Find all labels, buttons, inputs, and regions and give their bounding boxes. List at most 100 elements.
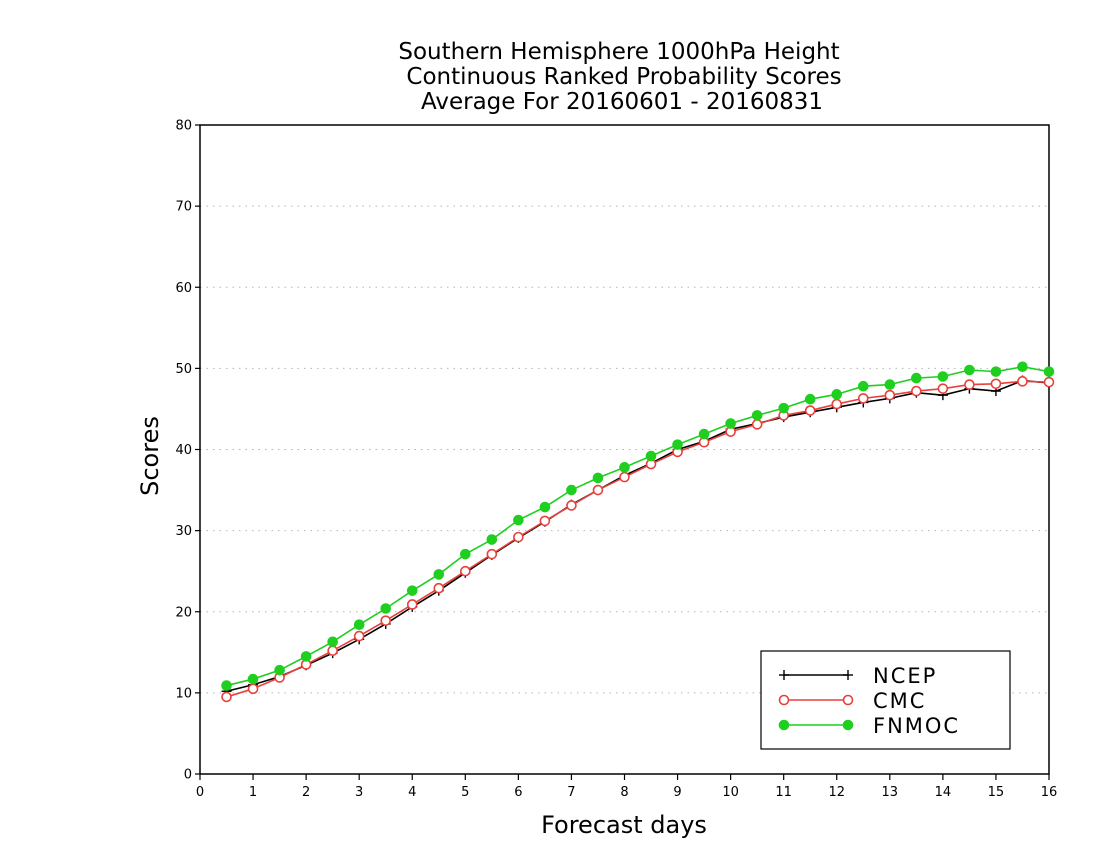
cmc-point xyxy=(804,405,816,416)
cmc-point xyxy=(592,484,604,496)
x-tick-label: 4 xyxy=(408,785,416,800)
cmc-point xyxy=(937,383,949,394)
cmc-point xyxy=(247,683,259,695)
chart-date-range: Average For 20160601 - 20160831 xyxy=(421,89,823,115)
fnmoc-point xyxy=(513,514,524,526)
cmc-point xyxy=(1017,376,1028,387)
cmc-point xyxy=(911,385,922,397)
fnmoc-point xyxy=(433,569,445,580)
legend-marker xyxy=(842,694,854,706)
y-tick-label: 80 xyxy=(175,119,192,134)
y-tick-label: 20 xyxy=(175,605,192,620)
y-tick-label: 40 xyxy=(175,443,192,458)
fnmoc-point xyxy=(672,439,683,450)
x-tick-label: 5 xyxy=(461,785,469,800)
y-tick-label: 30 xyxy=(175,524,192,539)
x-tick-label: 1 xyxy=(249,785,257,800)
cmc-point xyxy=(990,378,1002,390)
fnmoc-point xyxy=(406,585,418,596)
cmc-point xyxy=(380,615,392,626)
cmc-point xyxy=(486,548,498,560)
x-tick-label: 12 xyxy=(828,785,845,800)
fnmoc-point xyxy=(619,462,630,473)
cmc-point xyxy=(619,471,630,483)
cmc-point xyxy=(539,515,551,527)
series-cmc xyxy=(221,376,1055,703)
x-tick-label: 10 xyxy=(722,785,739,800)
y-axis-title: Scores xyxy=(136,416,164,496)
cmc-point xyxy=(353,630,365,642)
fnmoc-point xyxy=(911,372,922,384)
y-tick-label: 60 xyxy=(175,281,192,296)
x-tick-label: 14 xyxy=(935,785,952,800)
series-ncep xyxy=(221,375,1054,697)
cmc-point xyxy=(964,379,975,390)
fnmoc-point xyxy=(353,619,365,631)
fnmoc-point xyxy=(857,380,869,392)
x-tick-label: 7 xyxy=(567,785,575,800)
fnmoc-point xyxy=(645,450,657,462)
y-tick-label: 10 xyxy=(175,686,192,701)
cmc-point xyxy=(513,531,524,543)
chart-subtitle: Continuous Ranked Probability Scores xyxy=(406,64,841,90)
fnmoc-point xyxy=(539,501,551,513)
series-fnmoc xyxy=(221,361,1055,691)
legend-label-ncep: NCEP xyxy=(873,664,937,688)
fnmoc-line xyxy=(226,365,1050,687)
cmc-point xyxy=(327,645,338,656)
x-tick-label: 16 xyxy=(1041,785,1058,800)
fnmoc-point xyxy=(937,371,949,382)
fnmoc-point xyxy=(300,651,312,662)
y-tick-label: 70 xyxy=(175,200,192,215)
chart-title: Southern Hemisphere 1000hPa Height xyxy=(398,39,839,65)
legend-item-cmc: CMC xyxy=(778,689,926,713)
fnmoc-point xyxy=(698,428,710,440)
cmc-point xyxy=(857,393,869,404)
cmc-point xyxy=(1043,376,1055,388)
fnmoc-point xyxy=(247,673,259,685)
fnmoc-point xyxy=(884,379,896,390)
x-axis-title: Forecast days xyxy=(541,811,707,839)
fnmoc-point xyxy=(327,636,338,648)
x-tick-label: 0 xyxy=(196,785,204,800)
fnmoc-point xyxy=(274,664,285,676)
cmc-line xyxy=(226,380,1050,698)
legend-marker xyxy=(842,719,854,731)
legend-marker xyxy=(778,694,790,706)
cmc-point xyxy=(831,398,843,410)
fnmoc-point xyxy=(990,366,1002,377)
x-tick-label: 13 xyxy=(882,785,899,800)
x-axis-ticks: 0 1 2 3 4 5 6 7 8 9 10 11 12 13 14 15 16 xyxy=(196,774,1057,800)
fnmoc-point xyxy=(725,418,736,429)
cmc-point xyxy=(433,582,445,594)
fnmoc-point xyxy=(831,389,843,400)
cmc-point xyxy=(884,389,896,401)
x-tick-label: 6 xyxy=(514,785,522,800)
legend-label-fnmoc: FNMOC xyxy=(873,714,960,738)
legend-label-cmc: CMC xyxy=(873,689,926,713)
legend-item-fnmoc: FNMOC xyxy=(778,714,960,738)
x-tick-label: 8 xyxy=(620,785,628,800)
fnmoc-point xyxy=(964,364,975,376)
ncep-line xyxy=(226,379,1050,693)
fnmoc-point xyxy=(1017,361,1028,373)
fnmoc-point xyxy=(221,680,232,691)
fnmoc-point xyxy=(486,534,498,545)
fnmoc-point xyxy=(1043,366,1055,377)
legend-item-ncep: NCEP xyxy=(779,664,937,688)
cmc-point xyxy=(566,500,577,511)
series xyxy=(221,361,1055,703)
fnmoc-point xyxy=(778,402,789,414)
legend-marker xyxy=(779,670,789,680)
fnmoc-point xyxy=(804,393,816,405)
fnmoc-point xyxy=(566,484,577,496)
cmc-point xyxy=(221,691,232,703)
legend-marker xyxy=(843,670,853,680)
x-tick-label: 9 xyxy=(673,785,681,800)
x-tick-label: 3 xyxy=(355,785,363,800)
y-axis-ticks: 0 10 20 30 40 50 60 70 80 xyxy=(175,119,200,783)
fnmoc-point xyxy=(751,410,763,421)
fnmoc-point xyxy=(460,548,471,560)
